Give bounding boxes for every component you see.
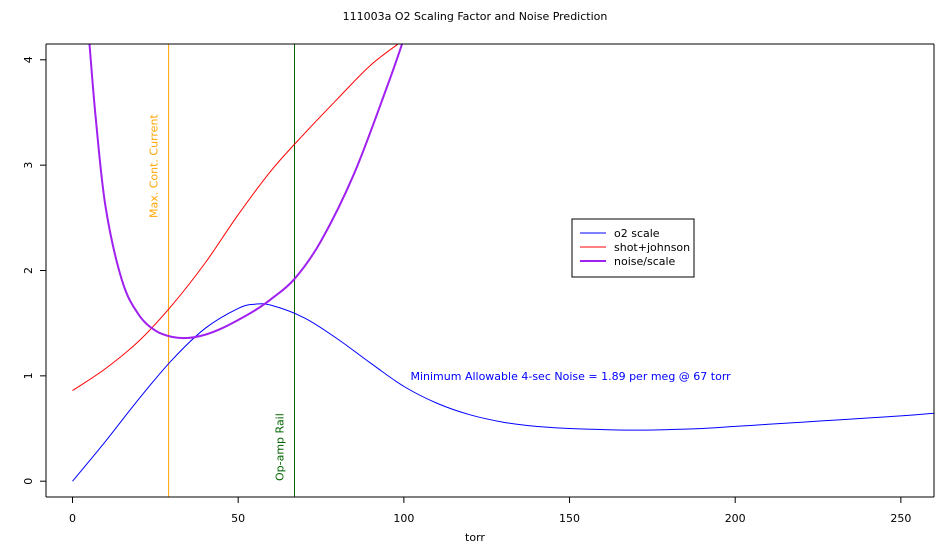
x-tick-label: 100 <box>393 512 414 525</box>
x-tick-label: 200 <box>725 512 746 525</box>
series-line <box>72 44 399 392</box>
series-lines <box>72 44 934 482</box>
chart-title: 111003a O2 Scaling Factor and Noise Pred… <box>343 10 608 23</box>
reference-line-labels: Max. Cont. Current Op-amp Rail <box>148 114 287 481</box>
x-tick-label: 250 <box>890 512 911 525</box>
y-tick-label: 2 <box>22 267 35 274</box>
x-axis-ticks: 0 50 100 150 200 250 <box>69 497 911 525</box>
legend-box <box>571 218 695 278</box>
reference-lines <box>168 44 296 497</box>
reference-line-label: Max. Cont. Current <box>148 114 161 218</box>
y-tick-label: 4 <box>22 56 35 63</box>
plot-area <box>72 44 934 497</box>
y-axis-ticks: 0 1 2 3 4 <box>22 56 46 485</box>
minimum-noise-annotation: Minimum Allowable 4-sec Noise = 1.89 per… <box>410 370 731 383</box>
series-line <box>72 303 934 482</box>
y-tick-label: 3 <box>22 162 35 169</box>
y-tick-label: 1 <box>22 372 35 379</box>
legend-label: o2 scale <box>614 227 660 240</box>
x-axis-label: torr <box>465 531 485 544</box>
series-line <box>88 44 404 340</box>
x-tick-label: 150 <box>559 512 580 525</box>
y-tick-label: 0 <box>22 478 35 485</box>
legend-label: shot+johnson <box>614 241 690 254</box>
x-tick-label: 50 <box>231 512 245 525</box>
reference-line-label: Op-amp Rail <box>274 413 287 481</box>
legend-label: noise/scale <box>614 255 676 268</box>
x-tick-label: 0 <box>69 512 76 525</box>
